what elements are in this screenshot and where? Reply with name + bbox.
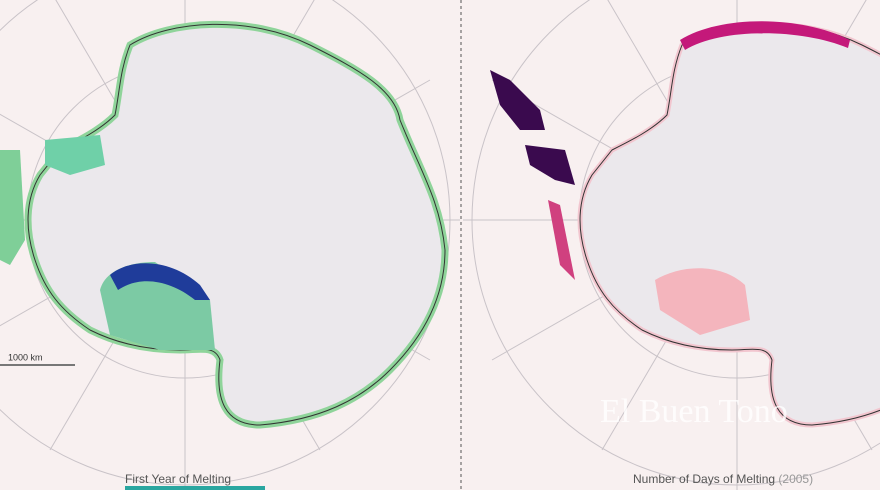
- melt-area: [655, 268, 750, 335]
- melt-area: [45, 135, 105, 175]
- melt-area: [110, 263, 210, 300]
- left-panel: 1000 km: [0, 0, 460, 490]
- watermark: El Buen Tono: [600, 393, 788, 430]
- caption: First Year of Melting: [125, 472, 231, 486]
- melt-area: [490, 70, 545, 130]
- caption-year: (2005): [778, 472, 813, 486]
- caption-underline: [125, 486, 265, 490]
- melt-area: [525, 145, 575, 185]
- melt-area: [0, 150, 25, 265]
- melt-area: [548, 200, 575, 280]
- melt-area: [680, 21, 850, 50]
- caption: Number of Days of Melting (2005): [633, 472, 813, 486]
- scale-label: 1000 km: [8, 352, 43, 362]
- caption-text: Number of Days of Melting: [633, 472, 775, 486]
- right-panel: El Buen Tono: [463, 0, 880, 490]
